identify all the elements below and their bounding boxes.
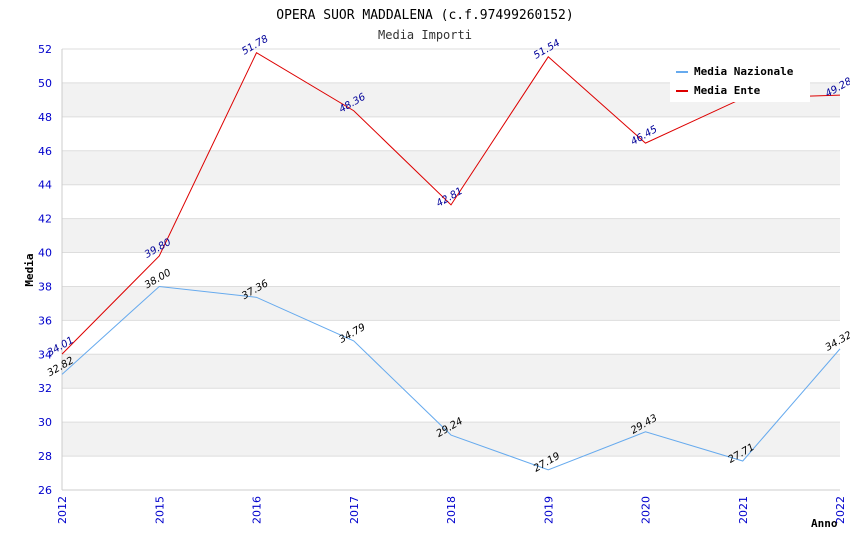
x-tick-labels: 2012 2015 2016 2017 2018 2019 2020 2021 2022 bbox=[56, 496, 847, 524]
chart-title: OPERA SUOR MADDALENA (c.f.97499260152) bbox=[276, 8, 573, 23]
y-tick-label: 44 bbox=[38, 179, 52, 192]
y-tick-label: 50 bbox=[38, 77, 52, 90]
series-line-nazionale bbox=[61, 285, 841, 471]
y-tick-label: 48 bbox=[38, 111, 52, 124]
grid-lines bbox=[62, 48, 840, 491]
grid-band bbox=[62, 116, 840, 151]
x-tick-label: 2019 bbox=[542, 496, 555, 524]
grid-band bbox=[62, 456, 840, 490]
legend-label-ente: Media Ente bbox=[694, 84, 761, 97]
y-tick-label: 30 bbox=[38, 416, 52, 429]
legend-box bbox=[670, 60, 810, 102]
y-tick-labels: 26 28 30 32 34 36 38 40 42 44 46 48 50 52 bbox=[38, 43, 52, 497]
x-tick-label: 2018 bbox=[445, 496, 458, 524]
legend: Media Nazionale Media Ente bbox=[670, 60, 810, 102]
y-axis-label: Media bbox=[23, 253, 36, 286]
grid-band bbox=[62, 252, 840, 287]
y-tick-label: 36 bbox=[38, 314, 52, 327]
grid-band bbox=[62, 320, 840, 355]
legend-label-nazionale: Media Nazionale bbox=[694, 65, 794, 78]
y-tick-label: 32 bbox=[38, 382, 52, 395]
y-tick-label: 26 bbox=[38, 484, 52, 497]
series-lines bbox=[61, 52, 841, 471]
x-tick-label: 2020 bbox=[640, 496, 653, 524]
x-tick-label: 2017 bbox=[348, 496, 361, 524]
grid-band bbox=[62, 388, 840, 423]
grid-band bbox=[62, 422, 840, 457]
y-tick-label: 52 bbox=[38, 43, 52, 56]
series-line-ente bbox=[61, 52, 841, 355]
y-tick-label: 34 bbox=[38, 348, 52, 361]
grid-band bbox=[62, 218, 840, 253]
x-axis-label: Anno bbox=[811, 517, 838, 530]
y-tick-label: 46 bbox=[38, 145, 52, 158]
x-tick-label: 2016 bbox=[251, 496, 264, 524]
grid-band bbox=[62, 354, 840, 389]
grid-band bbox=[62, 286, 840, 321]
x-tick-label: 2015 bbox=[153, 496, 166, 524]
y-tick-label: 38 bbox=[38, 280, 52, 293]
chart-subtitle: Media Importi bbox=[378, 28, 472, 42]
x-tick-label: 2021 bbox=[737, 496, 750, 524]
y-tick-label: 42 bbox=[38, 213, 52, 226]
x-tick-label: 2012 bbox=[56, 496, 69, 524]
y-tick-label: 40 bbox=[38, 247, 52, 260]
y-tick-label: 28 bbox=[38, 450, 52, 463]
grid-band bbox=[62, 184, 840, 219]
grid-band bbox=[62, 150, 840, 185]
x-tick-label: 2022 bbox=[834, 496, 847, 524]
